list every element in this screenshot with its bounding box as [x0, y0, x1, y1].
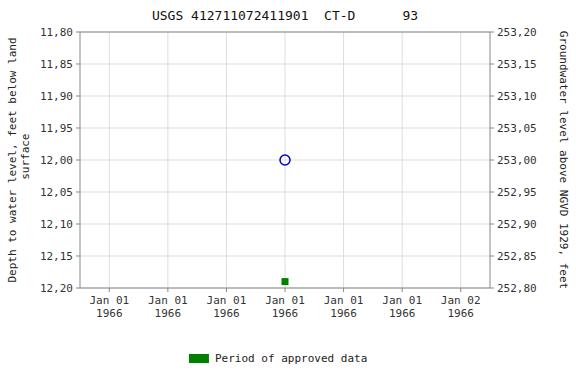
- grid-line: [402, 32, 403, 288]
- tick-label: 253,05: [497, 122, 537, 135]
- tick-label: 253,00: [497, 154, 537, 167]
- text-line: Jan 01: [382, 294, 422, 307]
- tick-mark: [76, 256, 80, 257]
- tick-label: Jan 011966: [207, 294, 247, 320]
- tick-label: 252,85: [497, 250, 537, 263]
- text-line: 1966: [155, 307, 182, 320]
- tick-label: 11,95: [40, 122, 73, 135]
- plot-frame: [80, 32, 490, 288]
- title: USGS 412711072411901 CT-D 93: [152, 8, 418, 23]
- tick-mark: [226, 288, 227, 292]
- text-line: 1966: [330, 307, 357, 320]
- text-line: Jan 01: [207, 294, 247, 307]
- y-axis-label: Depth to water level, feet below land su…: [6, 37, 32, 282]
- tick-mark: [343, 288, 344, 292]
- tick-mark: [76, 32, 80, 33]
- tick-mark: [76, 128, 80, 129]
- text-line: Jan 01: [324, 294, 364, 307]
- y2-axis: 253,20 253,15 253,10 253,05 253,00 252,95 252,…: [490, 26, 537, 295]
- legend: Period of approved data: [189, 352, 367, 365]
- tick-mark: [490, 32, 494, 33]
- text-line: surface: [19, 134, 32, 187]
- tick-label: 253,10: [497, 90, 537, 103]
- text-line: Jan 02: [441, 294, 481, 307]
- tick-label: Jan 011966: [324, 294, 364, 320]
- tick-mark: [76, 192, 80, 193]
- marks: [280, 155, 290, 285]
- tick-label: Jan 021966: [441, 294, 481, 320]
- tick-label: 253,15: [497, 58, 537, 71]
- y-axis: 11,80 11,85 11,90 11,95 12,00 12,05 12,10 12,15…: [40, 26, 80, 295]
- legend-label: Period of approved data: [215, 352, 367, 365]
- tick-mark: [490, 192, 494, 193]
- tick-mark: [490, 128, 494, 129]
- text-line: 1966: [96, 307, 123, 320]
- tick-mark: [109, 288, 110, 292]
- tick-label: 253,20: [497, 26, 537, 39]
- tick-mark: [76, 288, 80, 289]
- tick-mark: [490, 64, 494, 65]
- tick-mark: [460, 288, 461, 292]
- plot-area: [80, 32, 490, 288]
- tick-label: 252,90: [497, 218, 537, 231]
- text-line: 1966: [213, 307, 240, 320]
- tick-mark: [490, 160, 494, 161]
- tick-label: 252,80: [497, 282, 537, 295]
- grid-line: [226, 32, 227, 288]
- tick-mark: [167, 288, 168, 292]
- x-axis: Jan 011966Jan 011966Jan 011966Jan 011966…: [89, 288, 480, 320]
- y2-axis-label: Groundwater level above NGVD 1929, feet: [557, 31, 570, 289]
- tick-mark: [490, 288, 494, 289]
- text-line: 1966: [389, 307, 416, 320]
- tick-label: 12,00: [40, 154, 73, 167]
- tick-mark: [490, 256, 494, 257]
- tick-mark: [285, 288, 286, 292]
- tick-mark: [76, 96, 80, 97]
- tick-label: 12,10: [40, 218, 73, 231]
- tick-mark: [76, 64, 80, 65]
- tick-label: 12,20: [40, 282, 73, 295]
- tick-mark: [76, 224, 80, 225]
- point: [282, 278, 289, 285]
- tick-label: 12,05: [40, 186, 73, 199]
- y-label-group: Depth to water level, feet below land su…: [6, 37, 32, 282]
- text-line: 1966: [447, 307, 474, 320]
- series: [282, 278, 289, 285]
- grid-line: [285, 32, 286, 288]
- tick-mark: [490, 96, 494, 97]
- y2-label-group: Groundwater level above NGVD 1929, feet: [557, 31, 570, 289]
- tick-mark: [402, 288, 403, 292]
- tick-mark: [490, 224, 494, 225]
- legend-swatch: [189, 354, 209, 363]
- grid-line: [109, 32, 110, 288]
- tick-label: 11,85: [40, 58, 73, 71]
- grid: [80, 32, 490, 288]
- grid-line: [167, 32, 168, 288]
- text-line: Depth to water level, feet below land: [6, 37, 19, 282]
- chart: Jan 011966Jan 011966Jan 011966Jan 011966…: [0, 0, 576, 384]
- tick-label: 11,80: [40, 26, 73, 39]
- text-line: 1966: [272, 307, 299, 320]
- tick-label: Jan 011966: [148, 294, 188, 320]
- tick-label: Jan 011966: [265, 294, 305, 320]
- grid-line: [460, 32, 461, 288]
- text-line: Jan 01: [89, 294, 129, 307]
- tick-label: 11,90: [40, 90, 73, 103]
- tick-label: 12,15: [40, 250, 73, 263]
- point: [280, 155, 290, 165]
- tick-label: Jan 011966: [89, 294, 129, 320]
- text-line: Jan 01: [265, 294, 305, 307]
- grid-line: [343, 32, 344, 288]
- tick-label: 252,95: [497, 186, 537, 199]
- tick-mark: [76, 160, 80, 161]
- series: [280, 155, 290, 165]
- text-line: Jan 01: [148, 294, 188, 307]
- tick-label: Jan 011966: [382, 294, 422, 320]
